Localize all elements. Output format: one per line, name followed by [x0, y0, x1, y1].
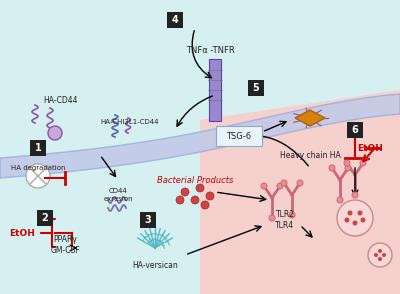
Circle shape	[206, 192, 214, 200]
FancyBboxPatch shape	[140, 212, 156, 228]
FancyBboxPatch shape	[347, 122, 363, 138]
Circle shape	[352, 220, 358, 225]
Circle shape	[329, 165, 335, 171]
Circle shape	[345, 165, 351, 171]
Text: EtOH: EtOH	[9, 228, 35, 238]
Text: PPARγ
GM-CSF: PPARγ GM-CSF	[50, 235, 80, 255]
Text: HA degradation: HA degradation	[11, 165, 65, 171]
Text: 3: 3	[145, 215, 151, 225]
Text: TNFα -TNFR: TNFα -TNFR	[186, 46, 234, 54]
Text: 1: 1	[35, 143, 41, 153]
Circle shape	[378, 249, 382, 253]
Circle shape	[261, 183, 267, 189]
Text: 6: 6	[352, 125, 358, 135]
Circle shape	[196, 184, 204, 192]
Circle shape	[297, 180, 303, 186]
Text: 5: 5	[253, 83, 259, 93]
Polygon shape	[295, 110, 325, 126]
Circle shape	[360, 218, 366, 223]
Text: Heavy chain HA: Heavy chain HA	[280, 151, 340, 160]
Text: HA-CD44: HA-CD44	[43, 96, 77, 104]
FancyBboxPatch shape	[216, 126, 262, 146]
FancyBboxPatch shape	[37, 210, 53, 226]
Circle shape	[382, 253, 386, 257]
Text: HA-versican: HA-versican	[132, 260, 178, 270]
Circle shape	[378, 257, 382, 261]
Circle shape	[348, 211, 352, 216]
Circle shape	[368, 243, 392, 267]
FancyBboxPatch shape	[248, 80, 264, 96]
Circle shape	[269, 215, 275, 221]
Circle shape	[358, 211, 362, 216]
Circle shape	[48, 126, 62, 140]
Circle shape	[281, 180, 287, 186]
Circle shape	[337, 197, 343, 203]
Circle shape	[181, 188, 189, 196]
Circle shape	[176, 196, 184, 204]
Circle shape	[374, 253, 378, 257]
Polygon shape	[200, 90, 400, 294]
Polygon shape	[0, 94, 400, 178]
Circle shape	[26, 164, 50, 188]
Text: TLR2
TLR4: TLR2 TLR4	[276, 210, 294, 230]
Circle shape	[344, 160, 350, 166]
Text: HA-CHI3L1-CD44: HA-CHI3L1-CD44	[101, 119, 159, 125]
Circle shape	[360, 160, 366, 166]
Text: TSG-6: TSG-6	[226, 131, 252, 141]
FancyBboxPatch shape	[30, 140, 46, 156]
Circle shape	[191, 196, 199, 204]
Text: EtOH: EtOH	[357, 143, 383, 153]
FancyBboxPatch shape	[167, 12, 183, 28]
Text: CD44
exresion: CD44 exresion	[103, 188, 133, 202]
Circle shape	[277, 183, 283, 189]
Text: Bacterial Products: Bacterial Products	[157, 176, 233, 185]
Text: 4: 4	[172, 15, 178, 25]
Circle shape	[344, 218, 350, 223]
FancyBboxPatch shape	[209, 59, 221, 121]
Circle shape	[289, 212, 295, 218]
Circle shape	[337, 200, 373, 236]
Circle shape	[201, 201, 209, 209]
Circle shape	[352, 192, 358, 198]
Text: 2: 2	[42, 213, 48, 223]
